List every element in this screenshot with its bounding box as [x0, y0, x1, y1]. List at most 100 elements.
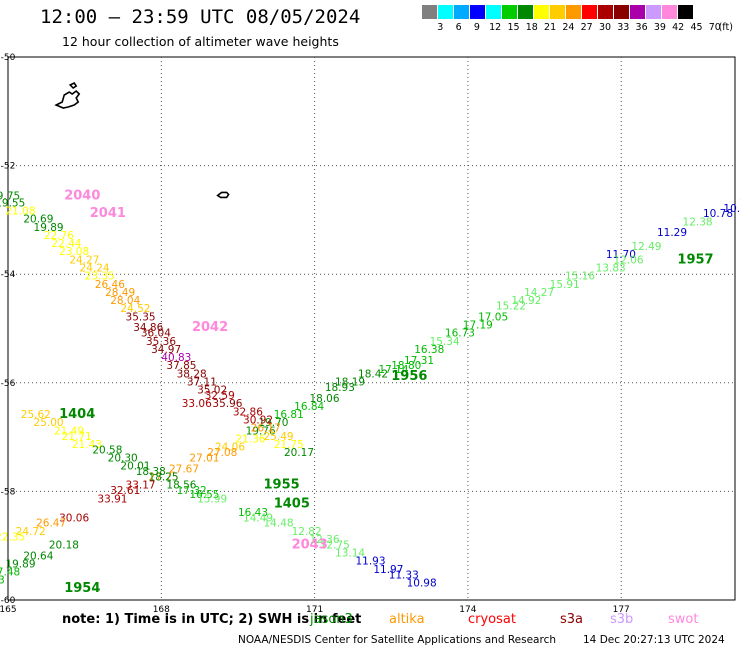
swh-value: 35.35	[126, 311, 156, 323]
swh-value: 12.36	[309, 534, 339, 546]
swh-value: 16.38	[414, 344, 444, 356]
swh-value: 23.08	[59, 246, 89, 258]
swh-value: 19.70	[258, 417, 288, 429]
swh-value: 15.22	[496, 300, 526, 312]
swh-value: 18.42	[358, 368, 388, 380]
legend-tick-label: 18	[525, 22, 538, 33]
legend-tick-label: 33	[617, 22, 630, 33]
pass-label: 2040	[64, 188, 100, 203]
swh-value: 40.83	[161, 352, 191, 364]
swh-value: 34.97	[151, 344, 181, 356]
swh-value: 23.35	[85, 271, 115, 283]
swh-value: 13.14	[335, 548, 365, 560]
legend-swatch	[566, 5, 582, 19]
swh-value: 35.36	[146, 336, 176, 348]
lat-tick-label: -60	[1, 596, 16, 606]
swh-value: 19.89	[5, 558, 35, 570]
swh-value: 32.61	[110, 485, 140, 497]
legend-swatch	[662, 5, 678, 19]
satellite-cryosat: cryosat	[468, 612, 516, 627]
pass-label: 1954	[64, 581, 100, 596]
legend-swatch	[422, 5, 438, 19]
lon-tick-label: 165	[0, 605, 17, 615]
swh-value: 27.01	[189, 453, 219, 465]
legend-tick-label: 45	[690, 22, 703, 33]
lon-tick-label: 171	[306, 605, 323, 615]
swh-value: 25.49	[264, 431, 294, 443]
swh-value: 35.96	[212, 398, 242, 410]
swh-value: 32.86	[233, 406, 263, 418]
swh-value: 16.84	[294, 401, 324, 413]
swh-value: 12.06	[614, 254, 644, 266]
swh-value: 17.14	[378, 364, 408, 376]
swh-value: 19.75	[0, 190, 20, 202]
legend-swatch	[614, 5, 630, 19]
pass-label: 2041	[90, 206, 126, 221]
swh-value: 30.06	[59, 512, 89, 524]
swh-value: 25.00	[34, 417, 64, 429]
swh-value: 11.97	[373, 564, 403, 576]
swh-value: 21.43	[72, 439, 102, 451]
swh-value: 20.18	[49, 539, 79, 551]
legend-tick-label: 39	[653, 22, 666, 33]
map-title: 12:00 — 23:59 UTC 08/05/2024	[40, 6, 361, 28]
swh-value: 26.47	[36, 518, 66, 530]
swh-value: 28.49	[105, 287, 135, 299]
legend-tick-label: 42	[672, 22, 685, 33]
swh-value: 16.55	[189, 489, 219, 501]
swh-value: 17.05	[478, 311, 508, 323]
swh-value: 33.91	[97, 493, 127, 505]
swh-value: 26.17	[251, 423, 281, 435]
note-text: note: 1) Time is in UTC; 2) SWH is in fe…	[62, 612, 362, 627]
swh-value: 10.98	[407, 577, 437, 589]
legend-tick-label: 6	[455, 22, 462, 33]
legend-swatch	[550, 5, 566, 19]
swh-value: 24.52	[120, 303, 150, 315]
swh-value: 38.28	[177, 368, 207, 380]
lat-tick-label: -56	[1, 379, 16, 389]
swh-value: 21.36	[235, 434, 265, 446]
swh-value: 24.24	[80, 262, 110, 274]
lon-tick-label: 177	[613, 605, 630, 615]
satellite-s3b: s3b	[610, 612, 634, 627]
swh-value: 14.92	[511, 295, 541, 307]
legend-tick-label: 12	[489, 22, 502, 33]
legend-swatch	[518, 5, 534, 19]
swh-value: 18.80	[391, 360, 421, 372]
swh-value: 22.44	[51, 238, 81, 250]
swh-value: 32.59	[205, 390, 235, 402]
swh-value: 35.02	[197, 385, 227, 397]
campbell-island-coast	[216, 191, 230, 199]
swh-value: 20.58	[92, 444, 122, 456]
legend-swatch	[646, 5, 662, 19]
pass-label: 1956	[391, 369, 427, 384]
swh-value: 14.48	[264, 518, 294, 530]
swh-value: 24.72	[16, 526, 46, 538]
map-frame	[7, 56, 736, 601]
swh-value: 11.70	[606, 249, 636, 261]
swh-value: 37.85	[166, 360, 196, 372]
swh-value: 20.69	[23, 214, 53, 226]
swh-value: 10.35	[723, 203, 740, 215]
swh-value: 14.49	[243, 512, 273, 524]
swh-value: 27.67	[169, 463, 199, 475]
lat-tick-label: -54	[1, 270, 16, 280]
swh-value: 20.30	[108, 453, 138, 465]
legend-tick-label: 27	[580, 22, 593, 33]
legend-tick-label: 21	[544, 22, 557, 33]
swh-value: 14.27	[524, 287, 554, 299]
swh-value: 26.46	[95, 279, 125, 291]
satellite-altika: altika	[389, 612, 425, 627]
swh-value: 18.93	[325, 382, 355, 394]
swh-value: 25.62	[21, 409, 51, 421]
swh-value: 15.16	[565, 271, 595, 283]
swh-value: 28.04	[110, 295, 140, 307]
swh-value: 15.91	[550, 279, 580, 291]
legend-tick-label: 70	[708, 22, 721, 33]
legend-swatch	[534, 5, 550, 19]
swh-value: 20.01	[120, 461, 150, 473]
swh-value: 22.76	[44, 230, 74, 242]
color-legend: 3 6 9 12 15 18 21 24 27 30 33 36 39 42 45 70 (ft)	[422, 5, 733, 37]
swh-value: 30.92	[243, 415, 273, 427]
